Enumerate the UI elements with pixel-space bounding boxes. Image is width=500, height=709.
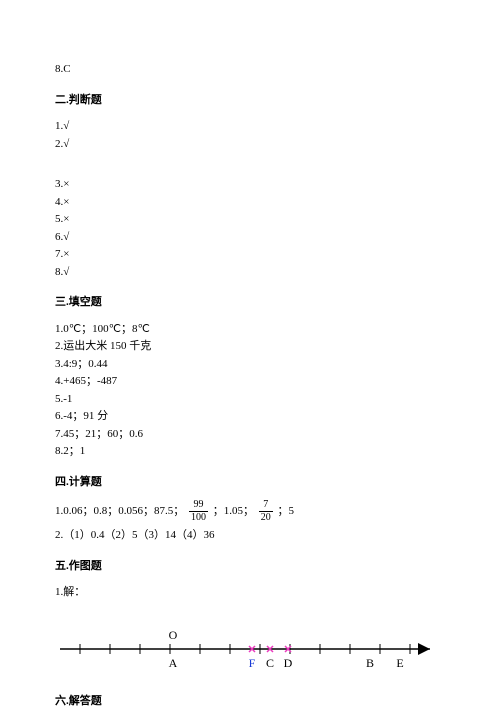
fraction-2: 7 20	[259, 500, 273, 523]
fill-item: 6.-4；91 分	[55, 408, 445, 425]
pre-line: 8.C	[55, 61, 445, 78]
judge-item: 5.×	[55, 211, 445, 228]
section-3-heading: 三.填空题	[55, 294, 445, 311]
judge-item: 7.×	[55, 246, 445, 263]
fill-item: 5.-1	[55, 391, 445, 408]
fraction-1-den: 100	[189, 512, 208, 523]
judge-item: 3.×	[55, 176, 445, 193]
section-4-heading: 四.计算题	[55, 474, 445, 491]
fill-item: 1.0℃；100℃；8℃	[55, 321, 445, 338]
svg-text:B: B	[366, 656, 374, 670]
svg-text:C: C	[266, 656, 274, 670]
judge-item: 8.√	[55, 264, 445, 281]
svg-text:F: F	[249, 656, 256, 670]
section-3-list: 1.0℃；100℃；8℃2.运出大米 150 千克3.4:9；0.444.+46…	[55, 321, 445, 460]
svg-text:O: O	[169, 628, 178, 642]
svg-text:A: A	[169, 656, 178, 670]
fill-item: 7.45；21；60；0.6	[55, 426, 445, 443]
fraction-2-den: 20	[259, 512, 273, 523]
svg-text:D: D	[284, 656, 293, 670]
section-2-list-b: 3.×4.×5.×6.√7.×8.√	[55, 176, 445, 280]
fill-item: 3.4:9；0.44	[55, 356, 445, 373]
section-5-item: 1.解：	[55, 584, 445, 601]
judge-item: 6.√	[55, 229, 445, 246]
calc1-prefix: 1.0.06；0.8；0.056；87.5；	[55, 505, 184, 517]
calc-line-2: 2.（1）0.4（2）5（3）14（4）36	[55, 527, 445, 544]
fraction-2-num: 7	[259, 500, 273, 512]
fill-item: 2.运出大米 150 千克	[55, 338, 445, 355]
number-line-diagram: OA FCD B E	[60, 619, 440, 679]
judge-item: 2.√	[55, 136, 445, 153]
calc1-mid: ；1.05；	[213, 505, 254, 517]
fill-item: 8.2；1	[55, 443, 445, 460]
fill-item: 4.+465；-487	[55, 373, 445, 390]
section-2-heading: 二.判断题	[55, 92, 445, 109]
svg-text:E: E	[396, 656, 403, 670]
section-2-list-a: 1.√2.√	[55, 118, 445, 152]
judge-item: 4.×	[55, 194, 445, 211]
section-5-heading: 五.作图题	[55, 558, 445, 575]
calc1-suffix: ；5	[278, 505, 295, 517]
judge-item: 1.√	[55, 118, 445, 135]
calc-line-1: 1.0.06；0.8；0.056；87.5； 99 100 ；1.05； 7 2…	[55, 500, 445, 523]
fraction-1: 99 100	[189, 500, 208, 523]
section-2-gap	[55, 153, 445, 175]
fraction-1-num: 99	[189, 500, 208, 512]
